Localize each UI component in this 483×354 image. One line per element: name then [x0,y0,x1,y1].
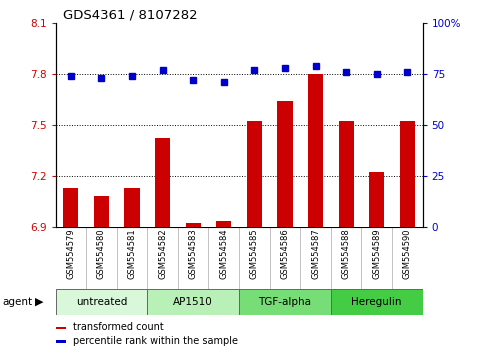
Bar [63,188,78,227]
Text: agent: agent [2,297,32,307]
Text: GSM554580: GSM554580 [97,228,106,279]
Text: GSM554582: GSM554582 [158,228,167,279]
Text: GDS4361 / 8107282: GDS4361 / 8107282 [63,9,198,22]
Bar [155,138,170,227]
Bar [400,121,415,227]
Text: GSM554587: GSM554587 [311,228,320,279]
Text: GSM554586: GSM554586 [281,228,289,279]
Text: GSM554588: GSM554588 [341,228,351,279]
Bar [185,223,201,227]
Bar [94,196,109,227]
Bar [369,172,384,227]
Text: GSM554590: GSM554590 [403,228,412,279]
Text: percentile rank within the sample: percentile rank within the sample [73,336,238,346]
Text: AP1510: AP1510 [173,297,213,307]
Text: GSM554579: GSM554579 [66,228,75,279]
Bar [147,289,239,315]
Bar [339,121,354,227]
Bar [56,327,66,330]
Bar [277,101,293,227]
Bar [216,222,231,227]
Text: GSM554581: GSM554581 [128,228,137,279]
Text: GSM554589: GSM554589 [372,228,381,279]
Bar [331,289,423,315]
Bar [56,341,66,343]
Bar [125,188,140,227]
Bar [56,289,147,315]
Bar [239,289,331,315]
Text: transformed count: transformed count [73,322,164,332]
Text: untreated: untreated [76,297,127,307]
Text: ▶: ▶ [35,297,44,307]
Text: TGF-alpha: TGF-alpha [258,297,312,307]
Text: GSM554583: GSM554583 [189,228,198,279]
Text: Heregulin: Heregulin [352,297,402,307]
Text: GSM554584: GSM554584 [219,228,228,279]
Text: GSM554585: GSM554585 [250,228,259,279]
Bar [308,74,323,227]
Bar [247,121,262,227]
